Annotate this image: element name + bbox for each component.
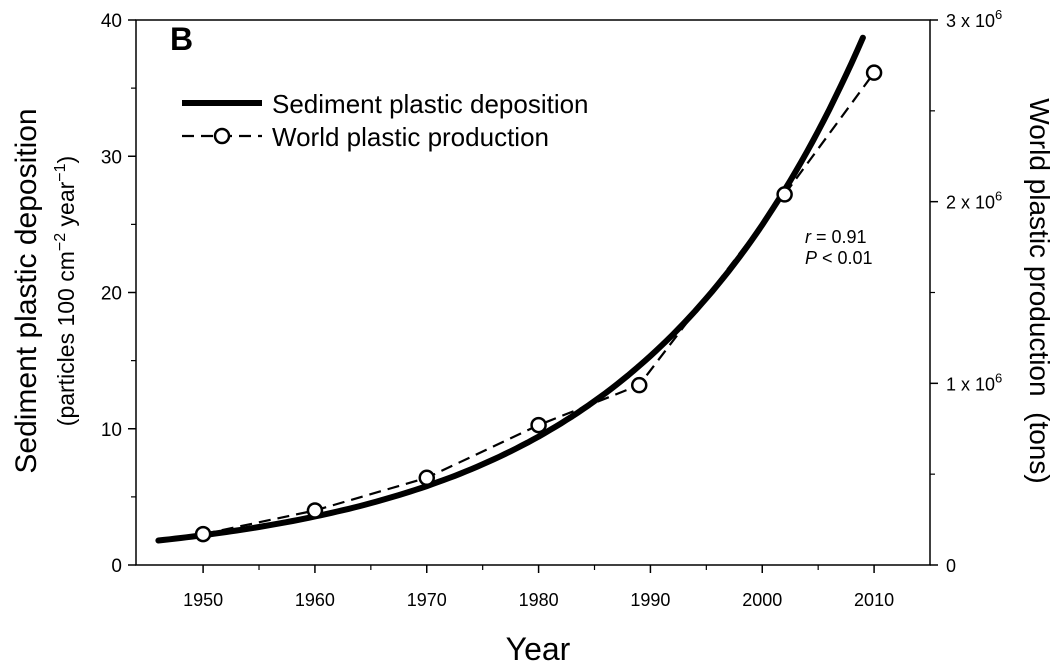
data-point-production [530, 416, 547, 434]
legend-marker-production [213, 127, 231, 145]
r-annotation: r = 0.91 [805, 227, 867, 247]
data-point-production [630, 376, 648, 394]
x-tick-label: 1950 [183, 590, 223, 610]
y-axis-subtitle: (particles 100 cm−2 year−1) [52, 156, 79, 426]
y-tick-label: 10 [101, 420, 122, 441]
x-tick-label: 2000 [742, 590, 782, 610]
y-unit-suffix: ) [53, 156, 79, 164]
y-unit-mid: year [53, 181, 79, 232]
y2-tick-label: 3 x 106 [946, 7, 1002, 31]
series-line-sediment [155, 34, 866, 544]
y-tick-label: 0 [111, 556, 122, 577]
x-tick-label: 1980 [519, 590, 559, 610]
legend-label-production: World plastic production [272, 122, 549, 152]
x-tick-label: 1990 [630, 590, 670, 610]
y2-tick-label: 0 [946, 556, 956, 576]
y2-tick-exponent: 6 [995, 7, 1002, 22]
p-value: < 0.01 [817, 248, 873, 268]
y-axis-title-line2: (particles 100 cm−2 year−1) [52, 156, 79, 426]
y2-axis-title: World plastic production (tons) [1024, 98, 1052, 483]
data-point-production [194, 525, 212, 543]
x-tick-label: 1970 [407, 590, 447, 610]
y2-tick-base: 0 [946, 556, 956, 576]
x-tick-label: 2010 [854, 590, 894, 610]
data-point-production [306, 502, 324, 519]
p-symbol: P [805, 248, 817, 268]
y2-tick-base: 2 x 10 [946, 193, 995, 213]
y-tick-label: 20 [101, 284, 122, 305]
y-axis-title-line1: Sediment plastic deposition [10, 108, 43, 473]
y2-tick-exponent: 6 [995, 189, 1002, 204]
y-tick-label: 30 [101, 147, 122, 168]
data-point-production [776, 186, 793, 203]
y2-tick-base: 1 x 10 [946, 374, 995, 394]
y-tick-label: 40 [101, 11, 122, 32]
y2-tick-label: 1 x 106 [946, 370, 1002, 394]
legend-label-sediment: Sediment plastic deposition [272, 89, 589, 119]
x-tick-label: 1960 [295, 590, 335, 610]
y-unit-exp1: −2 [52, 233, 69, 251]
y2-axis-title-text: World plastic production (tons) [1024, 98, 1052, 483]
y2-tick-base: 3 x 10 [946, 11, 995, 31]
r-value: = 0.91 [811, 227, 867, 247]
panel-label: B [170, 21, 193, 57]
y-unit-prefix: (particles 100 cm [53, 251, 79, 426]
x-axis-title: Year [506, 631, 571, 664]
y-unit-exp2: −1 [52, 163, 69, 181]
y2-tick-exponent: 6 [995, 370, 1002, 385]
data-point-production [865, 64, 883, 81]
stats-annotation: r = 0.91 P < 0.01 [805, 227, 873, 268]
legend: Sediment plastic deposition World plasti… [182, 89, 589, 152]
data-point-production [418, 469, 436, 487]
series-layer [155, 34, 883, 544]
r-symbol: r [805, 227, 812, 247]
ticks-layer: 1950 1960 1970 1980 1990 2000 2010 0 10 20 30 40 0 1 … [101, 7, 1002, 610]
p-annotation: P < 0.01 [805, 248, 873, 268]
y2-tick-label: 2 x 106 [946, 189, 1002, 213]
y-axis-title: Sediment plastic deposition [10, 108, 43, 473]
